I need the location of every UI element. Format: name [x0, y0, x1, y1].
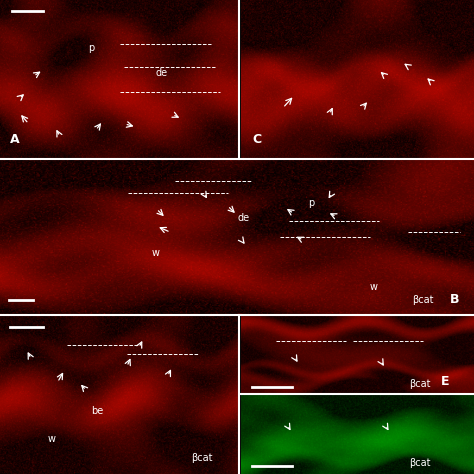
Text: βcat: βcat [412, 295, 434, 305]
Text: w: w [48, 435, 56, 445]
Text: βcat: βcat [409, 458, 430, 468]
Text: βcat: βcat [191, 453, 213, 464]
Text: p: p [89, 43, 95, 53]
Text: A: A [9, 133, 19, 146]
Text: be: be [91, 406, 103, 416]
Text: βcat: βcat [409, 379, 430, 389]
Text: E: E [441, 375, 450, 388]
Text: w: w [370, 282, 378, 292]
Text: B: B [450, 293, 460, 306]
Text: de: de [237, 213, 249, 223]
Text: C: C [253, 133, 262, 146]
Text: de: de [155, 68, 168, 78]
Text: w: w [152, 248, 160, 258]
Text: p: p [308, 198, 314, 208]
